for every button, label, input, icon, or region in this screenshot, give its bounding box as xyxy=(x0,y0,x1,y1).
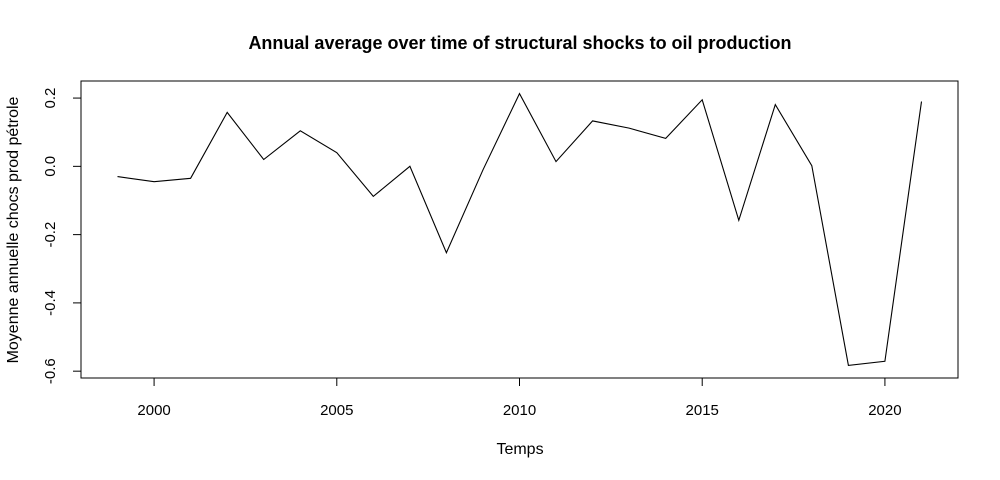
series-layer xyxy=(117,92,923,367)
x-tick-label: 2005 xyxy=(320,402,353,419)
x-tick-label: 2010 xyxy=(503,402,536,419)
x-tick-label: 2000 xyxy=(137,402,170,419)
x-axis-label: Temps xyxy=(496,441,543,458)
x-axis: 2000 2005 2010 2015 2020 xyxy=(137,377,902,419)
y-axis: -0.6 -0.4 -0.2 0.0 0.2 xyxy=(42,88,82,384)
series-line xyxy=(117,92,923,367)
y-tick-label: 0.2 xyxy=(42,88,59,109)
plot-frame xyxy=(80,80,959,379)
y-tick-label: -0.6 xyxy=(42,358,59,384)
x-tick-label: 2015 xyxy=(686,402,719,419)
y-tick-label: -0.4 xyxy=(42,290,59,316)
y-axis-label: Moyenne annuelle chocs prod pétrole xyxy=(5,96,22,363)
x-tick-label: 2020 xyxy=(868,402,901,419)
y-tick-label: -0.2 xyxy=(42,222,59,248)
y-tick-label: 0.0 xyxy=(42,156,59,177)
chart-title: Annual average over time of structural s… xyxy=(248,33,791,53)
